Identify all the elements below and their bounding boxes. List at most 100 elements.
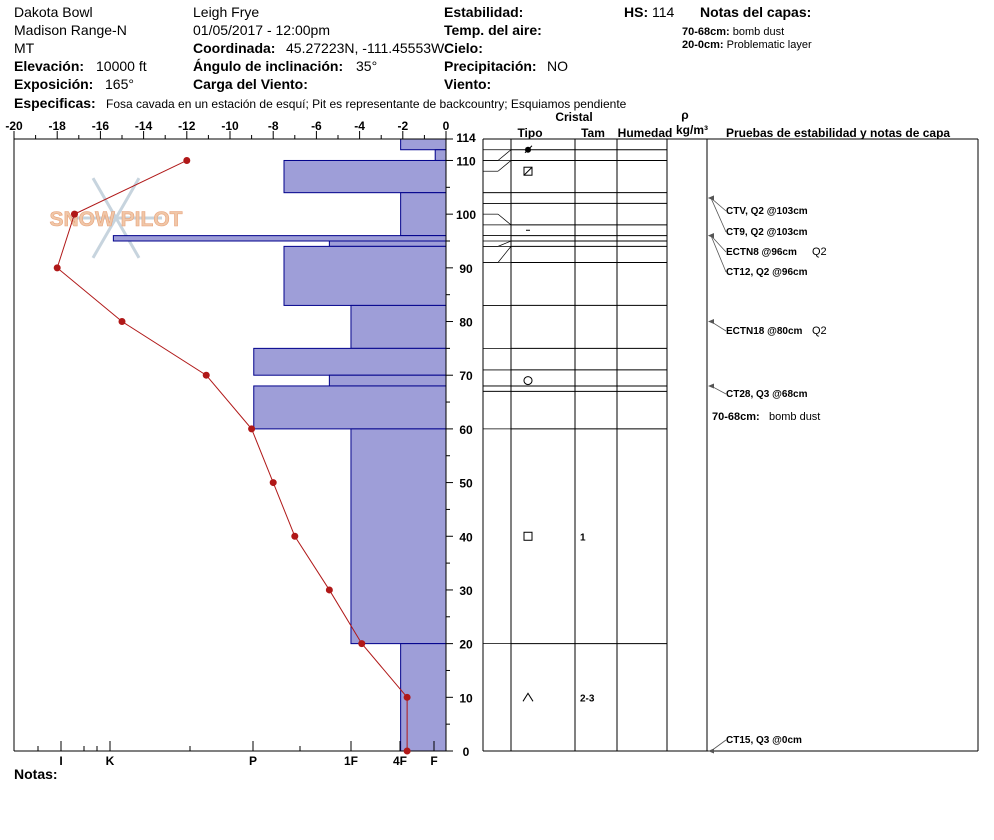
- air-temp-label: Temp. del aire:: [444, 22, 542, 38]
- height-label: 60: [459, 423, 473, 437]
- snowflake-arm: [91, 177, 118, 219]
- height-label: 70: [459, 369, 473, 383]
- state: MT: [14, 40, 35, 56]
- temperature-point: [118, 318, 126, 326]
- temp-tick-label: -10: [221, 119, 239, 133]
- connector-seg: [497, 246, 512, 263]
- specifics-text: Fosa cavada en un estación de esquí; Pit…: [106, 97, 627, 111]
- hardness-bar: [283, 245, 447, 306]
- header-tests: Pruebas de estabilidad y notas de capa: [726, 126, 950, 140]
- elevation-label: Elevación:: [14, 58, 85, 74]
- height-label: 100: [456, 208, 476, 222]
- precip-value: NO: [547, 58, 568, 74]
- test-arrow: [708, 319, 714, 325]
- incline-label: Ángulo de inclinación:: [193, 58, 344, 74]
- specifics-label: Especificas:: [14, 95, 96, 111]
- coordinate-value: 45.27223N, -111.45553W: [286, 40, 445, 56]
- test-arrow: [708, 233, 714, 239]
- temp-tick-label: -6: [311, 119, 322, 133]
- aspect-value: 165°: [105, 76, 134, 92]
- layer-note-range: 70-68cm:: [712, 411, 760, 423]
- temperature-point: [269, 479, 277, 487]
- test-quality: Q2: [812, 246, 827, 258]
- layer-table: Cristal Tipo Tam Humedad ρkg/m³ Pruebas de es…: [482, 108, 979, 754]
- logo-text: SNOW PILOT: [50, 208, 183, 231]
- test-label: ECTN18 @80cm: [726, 326, 803, 337]
- temperature-point: [183, 156, 191, 164]
- temp-tick-label: -18: [49, 119, 67, 133]
- temperature-point: [403, 747, 411, 755]
- stability-label: Estabilidad:: [444, 4, 524, 20]
- hardness-label: F: [430, 754, 437, 768]
- temperature-point: [70, 210, 78, 218]
- test-label: CT15, Q3 @0cm: [726, 735, 802, 746]
- header-type: Tipo: [517, 126, 542, 140]
- temperature-profile: [53, 156, 411, 755]
- crystal-precip-stroke: [524, 145, 533, 154]
- test-label: CT9, Q2 @103cm: [726, 227, 808, 238]
- test-arrow: [708, 195, 714, 201]
- height-label: 50: [459, 477, 473, 491]
- temp-tick-label: -4: [354, 119, 365, 133]
- test-label: CT28, Q3 @68cm: [726, 389, 808, 400]
- elevation-value: 10000 ft: [96, 58, 147, 74]
- height-label: 20: [459, 638, 473, 652]
- hardness-bar: [253, 347, 447, 376]
- location: Dakota Bowl: [14, 4, 93, 20]
- hardness-bar: [350, 304, 447, 349]
- height-label: 40: [459, 530, 473, 544]
- temperature-line: [56, 160, 408, 751]
- height-label: 114: [456, 131, 476, 145]
- test-leader: [710, 197, 727, 233]
- header-rho: ρ: [681, 108, 688, 122]
- temperature-point: [202, 371, 210, 379]
- crystal-size: 2-3: [580, 693, 595, 704]
- hardness-bar: [350, 428, 447, 645]
- hs-value: 114: [652, 4, 675, 20]
- hs-label: HS:: [624, 4, 649, 20]
- temp-tick-label: -20: [5, 119, 23, 133]
- crystal-faceted-rounding-symbol: [523, 166, 533, 176]
- connector-seg: [497, 240, 512, 247]
- chart-frame: -20 -18 -16 -14 -12 -10 -8 -6 -4 -2 0I K P 1F 4F F01020…: [5, 119, 476, 768]
- test-arrow: [708, 383, 714, 389]
- hardness-bar: [283, 159, 447, 194]
- temp-tick-label: -2: [397, 119, 408, 133]
- datetime: 01/05/2017 - 12:00pm: [193, 22, 330, 38]
- hardness-label: 1F: [344, 754, 358, 768]
- temp-tick-label: 0: [443, 119, 450, 133]
- precip-label: Precipitación:: [444, 58, 537, 74]
- temp-tick-label: -12: [178, 119, 196, 133]
- hardness-label: K: [106, 754, 115, 768]
- hardness-bar: [328, 374, 447, 387]
- layer-notes-title: Notas del capas:: [700, 4, 812, 20]
- test-arrow: [708, 748, 714, 754]
- hardness-bar: [253, 385, 447, 430]
- connector-seg: [497, 149, 512, 161]
- test-label: CTV, Q2 @103cm: [726, 206, 808, 217]
- temperature-point: [53, 264, 61, 272]
- crystal-rounded-symbol: [523, 376, 533, 386]
- temp-tick-label: -16: [92, 119, 110, 133]
- connector-seg: [497, 160, 512, 172]
- test-label: CT12, Q2 @96cm: [726, 267, 808, 278]
- height-label: 80: [459, 316, 473, 330]
- layer-note-text: bomb dust: [769, 411, 820, 423]
- observer: Leigh Frye: [193, 4, 260, 20]
- hardness-layers: [112, 138, 447, 752]
- crystal-depth-hoar-symbol: [522, 692, 534, 702]
- temp-tick-label: -8: [268, 119, 279, 133]
- incline-value: 35°: [356, 58, 378, 74]
- temperature-point: [291, 532, 299, 540]
- header-moisture: Humedad: [618, 126, 673, 140]
- height-label: 110: [456, 154, 476, 168]
- test-leader: [710, 235, 727, 253]
- temperature-point: [358, 640, 366, 648]
- wind-load-label: Carga del Viento:: [193, 76, 308, 92]
- hardness-bar: [434, 149, 447, 161]
- wind-label: Viento:: [444, 76, 492, 92]
- aspect-label: Exposición:: [14, 76, 94, 92]
- crystal-faceted-symbol: [523, 531, 533, 541]
- temp-tick-label: -14: [135, 119, 153, 133]
